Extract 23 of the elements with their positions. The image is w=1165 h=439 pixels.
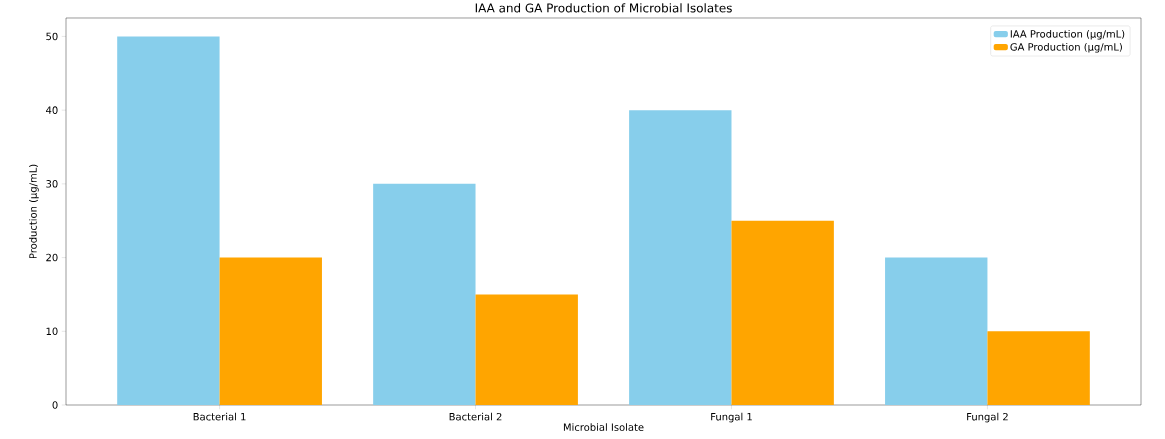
- x-tick-label: Fungal 2: [967, 412, 1008, 423]
- x-tick-label: Bacterial 2: [449, 412, 502, 421]
- bar: [731, 220, 834, 405]
- x-axis-title: Microbial Isolate: [563, 423, 644, 431]
- bar: [475, 294, 578, 405]
- bar: [373, 183, 476, 405]
- legend-label: GA Production (µg/mL): [1010, 42, 1122, 53]
- bar: [629, 110, 732, 405]
- y-tick-label: 0: [52, 401, 58, 409]
- y-tick-label: 10: [46, 327, 58, 336]
- bar: [117, 36, 220, 405]
- y-tick-label: 20: [46, 253, 58, 262]
- x-tick-label: Fungal 1: [711, 412, 752, 423]
- chart-title: IAA and GA Production of Microbial Isolates: [475, 3, 732, 13]
- bar: [987, 331, 1090, 405]
- legend-label: IAA Production (µg/mL): [1010, 29, 1125, 40]
- x-tick-label: Bacterial 1: [193, 412, 246, 421]
- y-tick-label: 50: [46, 32, 58, 41]
- y-tick-label: 40: [46, 106, 58, 114]
- bar: [219, 257, 322, 405]
- y-tick-label: 30: [46, 180, 58, 188]
- y-axis-title: Production (µg/mL): [29, 164, 39, 259]
- bar: [885, 257, 988, 405]
